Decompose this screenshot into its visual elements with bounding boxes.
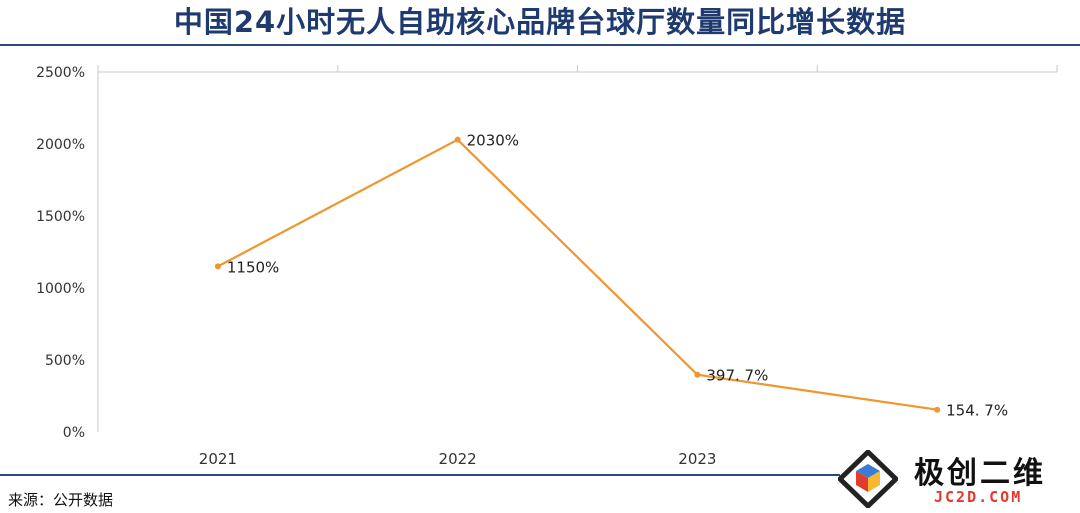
y-tick-label: 0% [63,425,85,441]
y-tick-label: 500% [45,353,85,369]
data-label: 1150% [227,258,279,276]
x-tick-label: 2022 [439,450,477,468]
data-point [934,406,941,413]
data-point [694,371,701,378]
series-line [217,138,938,411]
logo-url: JC2D.COM [934,488,1023,506]
footer-divider [0,474,840,476]
x-tick-label: 2021 [199,450,237,468]
y-tick-label: 1500% [36,209,85,225]
y-tick-label: 1000% [36,281,85,297]
data-label: 397. 7% [706,367,768,385]
data-label: 2030% [467,132,519,150]
cube-diamond-icon [838,450,898,508]
source-note: 来源：公开数据 [8,491,114,509]
data-label: 154. 7% [946,402,1008,420]
logo-wordmark: 极创二维 [914,456,1046,491]
brand-logo: 极创二维 JC2D.COM [834,448,1074,510]
title-divider [0,44,1080,46]
x-tick-label: 2023 [678,450,716,468]
y-tick-label: 2000% [36,137,85,153]
data-point [214,263,221,270]
chart-title: 中国24小时无人自助核心品牌台球厅数量同比增长数据 [173,5,907,39]
data-point [454,136,461,143]
y-tick-label: 2500% [36,65,85,81]
